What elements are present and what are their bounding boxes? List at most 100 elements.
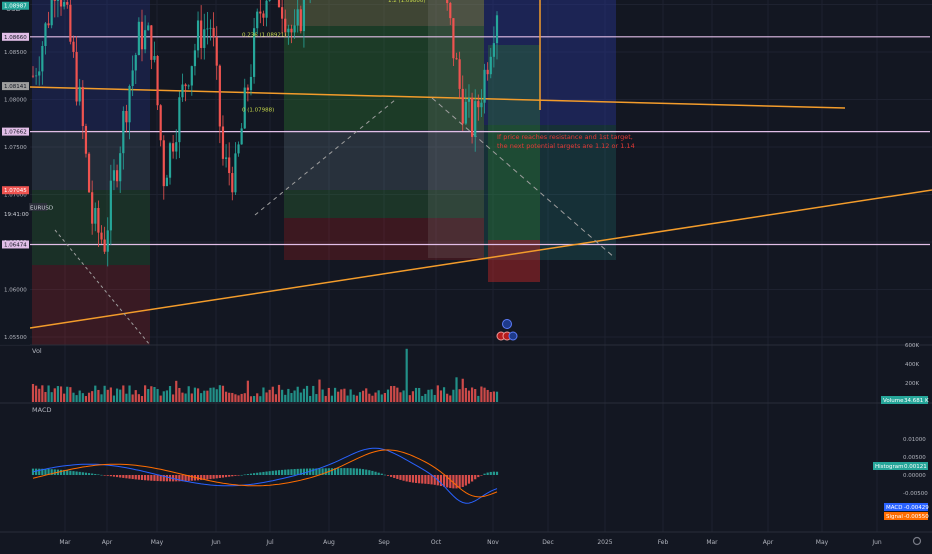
histogram-bar <box>59 469 63 475</box>
event-marker-bottom-c[interactable] <box>508 331 518 341</box>
volume-bar <box>312 385 315 402</box>
histogram-bar <box>91 473 94 475</box>
month-label: Feb <box>658 539 669 546</box>
histogram-bar <box>439 475 443 487</box>
volume-bar <box>458 389 461 402</box>
trendlines[interactable] <box>29 0 932 346</box>
histogram-bar <box>470 475 474 482</box>
volume-bar <box>196 388 200 402</box>
histogram-bar <box>483 473 486 475</box>
volume-bar <box>274 394 277 402</box>
histogram-bar <box>106 475 109 476</box>
volume-bar <box>368 393 371 402</box>
histogram-bar <box>427 475 430 485</box>
volume-bar <box>162 391 165 402</box>
candle-body <box>495 15 499 44</box>
histogram-bar <box>122 475 125 478</box>
histogram-bar <box>237 475 240 476</box>
volume-bar <box>137 394 140 402</box>
time-axis[interactable]: Mar Apr May Jun Jul Aug Sep Oct Nov Dec 2025 Feb Mar… <box>59 539 882 546</box>
candle-body <box>268 0 271 1</box>
histogram-bar <box>430 475 433 485</box>
histogram-bar <box>390 475 393 477</box>
volume-bar <box>150 386 153 402</box>
volume-bar <box>246 380 249 402</box>
histogram-bar <box>408 475 411 483</box>
candle-body <box>200 20 203 48</box>
volume-bar <box>181 392 184 402</box>
volume-bar <box>31 383 35 402</box>
volume-bar <box>253 395 256 402</box>
volume-bar <box>483 387 486 402</box>
volume-bar <box>343 388 346 402</box>
volume-bar <box>418 387 421 402</box>
macd-badge-value: -0.00429 <box>904 505 929 511</box>
histogram-bar <box>318 468 321 475</box>
volume-bar <box>115 388 119 402</box>
gear-icon[interactable] <box>912 536 922 546</box>
volume-bar <box>63 393 66 402</box>
volume-bar <box>421 395 424 402</box>
volume-bar <box>190 393 193 402</box>
event-markers[interactable] <box>496 319 518 341</box>
candle-body <box>464 101 467 124</box>
histogram-bar <box>147 475 150 481</box>
histogram-bar <box>396 475 399 479</box>
candle-body <box>41 45 44 72</box>
volume-bar <box>175 380 178 402</box>
volume-bar <box>477 395 480 402</box>
volume-bar <box>324 395 327 402</box>
histogram-bar <box>299 468 302 475</box>
volume-bar <box>464 387 467 402</box>
settings-button[interactable] <box>912 536 922 546</box>
candle-body <box>470 97 474 137</box>
histogram-bar <box>467 475 471 484</box>
candle-body <box>72 41 75 52</box>
histogram-bar <box>209 475 212 480</box>
volume-bar <box>91 391 94 402</box>
volume-bar <box>125 393 128 402</box>
candle-body <box>449 3 452 19</box>
price-tick: 1.08000 <box>4 98 27 104</box>
histogram-bar <box>41 468 44 475</box>
histogram-bar <box>53 469 56 475</box>
lower-trendline[interactable] <box>29 189 932 329</box>
event-marker-top[interactable] <box>502 319 512 329</box>
symbol-tag-group: EURUSD 19:41:00 <box>4 203 53 218</box>
candle-body <box>97 208 100 233</box>
histogram-bar <box>446 475 449 488</box>
volume-bar <box>200 393 203 402</box>
volume-bar <box>340 389 343 402</box>
volume-bar <box>81 393 84 402</box>
candle-body <box>455 58 458 60</box>
volume-bar <box>365 388 368 402</box>
candle-body <box>196 20 200 51</box>
volume-bar <box>144 385 147 402</box>
candle-body <box>221 126 225 159</box>
histogram-bar <box>215 475 218 479</box>
histogram-bar <box>162 475 165 482</box>
volume-bar <box>240 393 243 402</box>
histogram-bar <box>433 475 436 485</box>
histogram-bar <box>128 475 131 479</box>
signal-badge-name: Signal <box>886 514 903 520</box>
candle-body <box>492 43 495 57</box>
upper-trendline[interactable] <box>29 86 846 109</box>
candle-body <box>477 101 480 108</box>
macd-tick: 0.00000 <box>903 473 926 479</box>
histogram-bar <box>296 468 299 475</box>
histogram-bar <box>340 468 343 475</box>
candle-body <box>175 142 178 152</box>
volume-bar <box>41 385 44 402</box>
volume-bar <box>299 392 302 402</box>
volume-bar <box>212 387 215 402</box>
candle-body <box>256 11 259 29</box>
fib-labels: 1.414 (1.13867)1.272 (1.13351)1 (1.12112… <box>242 0 426 113</box>
zone-fib-red <box>284 218 484 260</box>
candles-layer <box>31 0 499 267</box>
histogram-bar <box>355 468 358 475</box>
volume-bar <box>47 385 50 402</box>
histogram-bar <box>69 470 72 475</box>
